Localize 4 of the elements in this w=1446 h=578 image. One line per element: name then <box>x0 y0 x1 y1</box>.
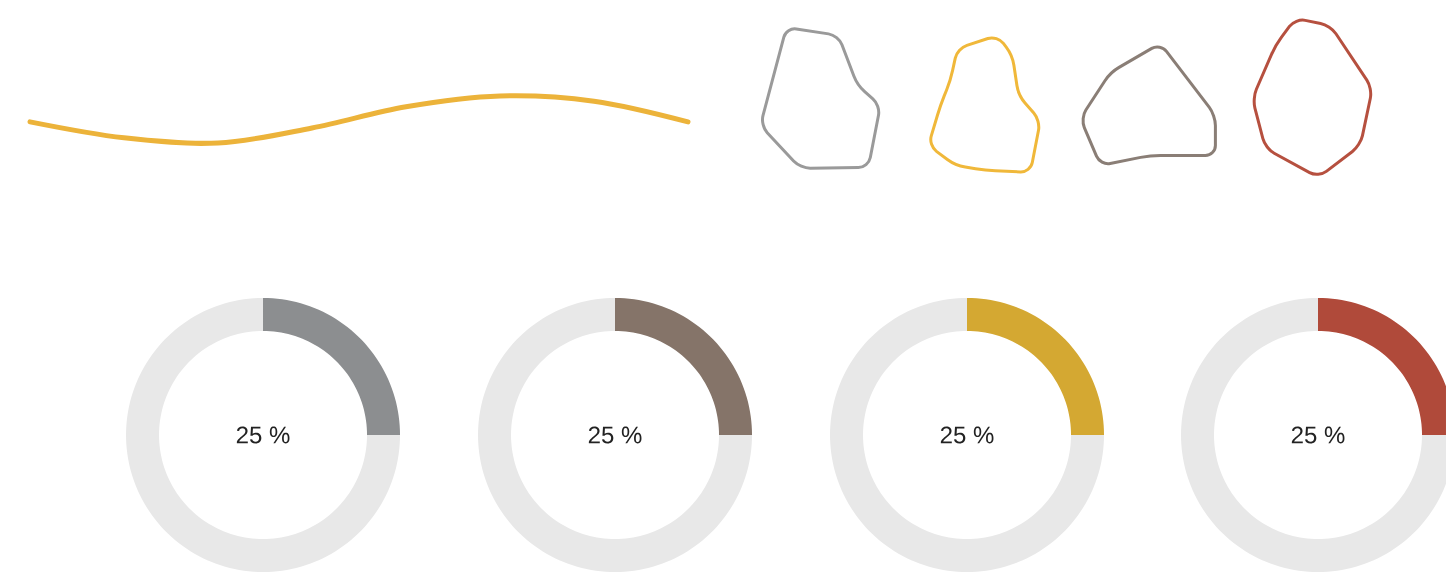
data-label: 25 % <box>236 426 290 444</box>
data-label: 25 % <box>1291 426 1345 444</box>
data-label: 25 % <box>588 426 642 444</box>
data-label: 25 % <box>940 426 994 444</box>
